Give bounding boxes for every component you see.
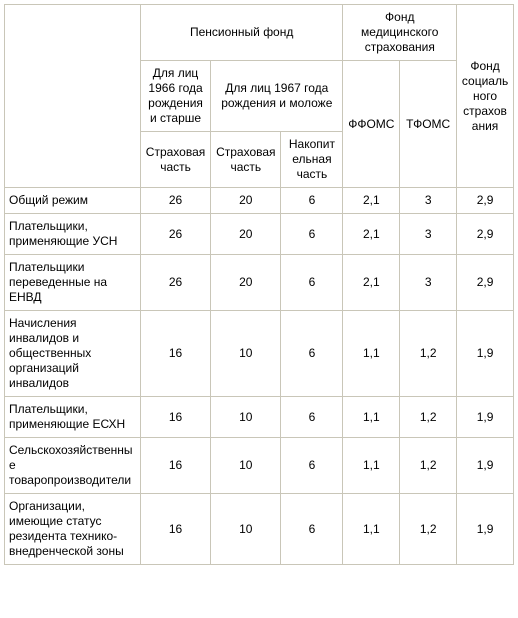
- table-row: Начисления инвалидов и общественных орга…: [5, 311, 514, 397]
- header-social-fund: Фонд социаль ного страхов ания: [457, 5, 514, 188]
- header-medical-fund: Фонд медицинского страхования: [343, 5, 457, 61]
- cell-value: 20: [211, 214, 281, 255]
- header-ffoms: ФФОМС: [343, 61, 400, 188]
- cell-value: 1,9: [457, 397, 514, 438]
- header-born-1966: Для лиц 1966 года рождения и старше: [140, 61, 210, 132]
- cell-value: 16: [140, 438, 210, 494]
- header-insurance-part-1: Страховая часть: [140, 132, 210, 188]
- cell-value: 2,9: [457, 188, 514, 214]
- row-label: Плательщики, применяющие УСН: [5, 214, 141, 255]
- cell-value: 6: [281, 255, 343, 311]
- table-row: Сельскохозяйственны е товаропроизводител…: [5, 438, 514, 494]
- header-insurance-part-2: Страховая часть: [211, 132, 281, 188]
- row-label: Начисления инвалидов и общественных орга…: [5, 311, 141, 397]
- row-label: Общий режим: [5, 188, 141, 214]
- cell-value: 26: [140, 255, 210, 311]
- table-row: Плательщики, применяющие УСН262062,132,9: [5, 214, 514, 255]
- row-label: Плательщики переведенные на ЕНВД: [5, 255, 141, 311]
- row-label: Плательщики, применяющие ЕСХН: [5, 397, 141, 438]
- cell-value: 1,9: [457, 438, 514, 494]
- cell-value: 16: [140, 311, 210, 397]
- table-row: Плательщики переведенные на ЕНВД262062,1…: [5, 255, 514, 311]
- cell-value: 6: [281, 311, 343, 397]
- contributions-table: Пенсионный фонд Фонд медицинского страхо…: [4, 4, 514, 565]
- cell-value: 16: [140, 397, 210, 438]
- cell-value: 20: [211, 255, 281, 311]
- table-row: Плательщики, применяющие ЕСХН161061,11,2…: [5, 397, 514, 438]
- cell-value: 1,2: [400, 438, 457, 494]
- cell-value: 3: [400, 214, 457, 255]
- cell-value: 6: [281, 188, 343, 214]
- header-funded-part: Накопит ельная часть: [281, 132, 343, 188]
- cell-value: 1,9: [457, 494, 514, 565]
- cell-value: 16: [140, 494, 210, 565]
- cell-value: 2,9: [457, 214, 514, 255]
- header-tfoms: ТФОМС: [400, 61, 457, 188]
- cell-value: 2,9: [457, 255, 514, 311]
- table-header: Пенсионный фонд Фонд медицинского страхо…: [5, 5, 514, 188]
- cell-value: 26: [140, 188, 210, 214]
- cell-value: 2,1: [343, 214, 400, 255]
- cell-value: 3: [400, 255, 457, 311]
- cell-value: 1,1: [343, 397, 400, 438]
- cell-value: 10: [211, 438, 281, 494]
- cell-value: 1,1: [343, 494, 400, 565]
- cell-value: 10: [211, 397, 281, 438]
- table-row: Общий режим262062,132,9: [5, 188, 514, 214]
- cell-value: 1,1: [343, 438, 400, 494]
- cell-value: 10: [211, 494, 281, 565]
- cell-value: 1,9: [457, 311, 514, 397]
- cell-value: 26: [140, 214, 210, 255]
- cell-value: 6: [281, 438, 343, 494]
- cell-value: 6: [281, 214, 343, 255]
- cell-value: 3: [400, 188, 457, 214]
- cell-value: 1,2: [400, 397, 457, 438]
- cell-value: 6: [281, 494, 343, 565]
- cell-value: 10: [211, 311, 281, 397]
- table-body: Общий режим262062,132,9Плательщики, прим…: [5, 188, 514, 565]
- row-label: Сельскохозяйственны е товаропроизводител…: [5, 438, 141, 494]
- header-born-1967: Для лиц 1967 года рождения и моложе: [211, 61, 343, 132]
- cell-value: 20: [211, 188, 281, 214]
- cell-value: 2,1: [343, 255, 400, 311]
- cell-value: 2,1: [343, 188, 400, 214]
- table-row: Организации, имеющие статус резидента те…: [5, 494, 514, 565]
- cell-value: 6: [281, 397, 343, 438]
- header-blank: [5, 5, 141, 188]
- cell-value: 1,1: [343, 311, 400, 397]
- header-pension-fund: Пенсионный фонд: [140, 5, 343, 61]
- cell-value: 1,2: [400, 494, 457, 565]
- cell-value: 1,2: [400, 311, 457, 397]
- row-label: Организации, имеющие статус резидента те…: [5, 494, 141, 565]
